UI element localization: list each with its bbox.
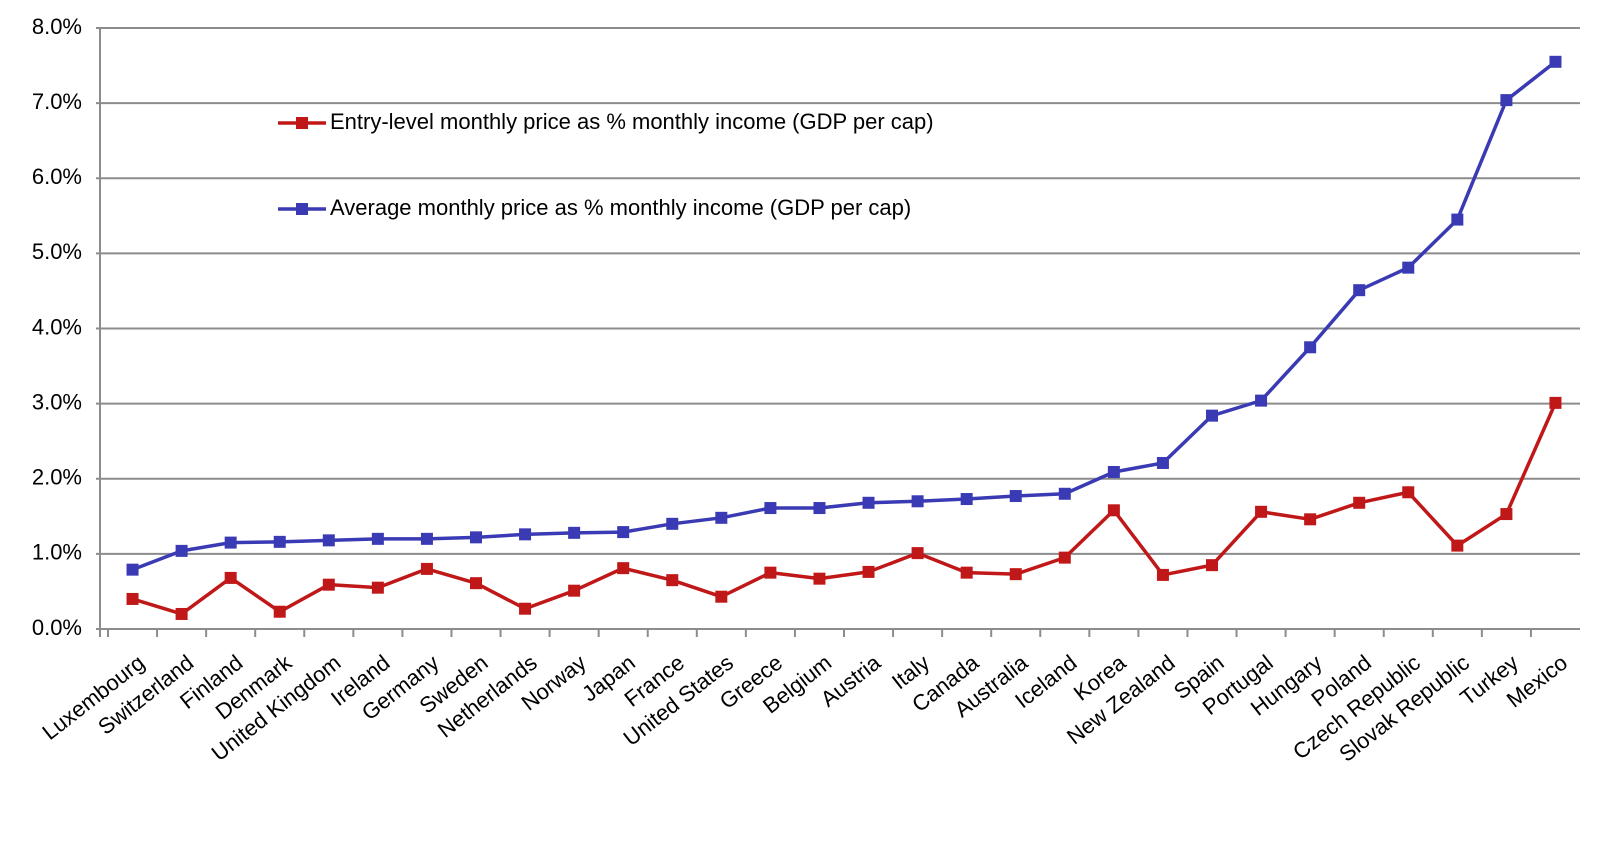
marker <box>273 535 286 548</box>
marker <box>1107 504 1120 517</box>
marker <box>1206 559 1218 572</box>
marker <box>911 547 924 560</box>
marker <box>470 531 482 544</box>
marker <box>960 566 973 579</box>
marker <box>862 565 875 578</box>
marker <box>568 526 581 539</box>
marker <box>1402 261 1415 274</box>
y-tick-label: 3.0% <box>32 389 82 414</box>
marker <box>1009 568 1022 581</box>
marker <box>813 502 826 515</box>
legend-marker <box>296 203 308 215</box>
series-line <box>131 60 1557 572</box>
y-tick-label: 4.0% <box>32 314 82 339</box>
marker <box>371 532 384 545</box>
marker <box>666 517 679 530</box>
legend-label: Average monthly price as % monthly incom… <box>330 195 911 220</box>
y-tick-label: 6.0% <box>32 164 82 189</box>
marker <box>715 511 728 524</box>
marker <box>764 566 777 579</box>
marker <box>273 605 286 618</box>
marker <box>862 496 875 509</box>
marker <box>470 577 482 590</box>
y-tick-label: 0.0% <box>32 615 82 640</box>
marker <box>175 607 188 620</box>
y-tick-label: 2.0% <box>32 465 82 490</box>
marker <box>911 495 924 508</box>
marker <box>1009 490 1022 503</box>
marker <box>764 502 777 515</box>
marker <box>1500 508 1513 521</box>
marker <box>224 536 237 549</box>
marker <box>666 574 679 587</box>
marker <box>1353 496 1366 509</box>
marker <box>617 526 630 539</box>
marker <box>1255 505 1268 518</box>
marker <box>126 563 139 576</box>
legend-marker <box>296 117 308 129</box>
marker <box>1549 55 1562 68</box>
marker <box>1402 486 1415 499</box>
marker <box>1353 284 1366 297</box>
marker <box>126 592 139 605</box>
marker <box>519 602 532 615</box>
marker <box>1451 213 1464 226</box>
marker <box>175 544 188 557</box>
marker <box>1156 456 1169 469</box>
marker <box>617 562 630 575</box>
marker <box>1206 409 1218 422</box>
marker <box>519 528 532 541</box>
marker <box>1304 341 1317 354</box>
series-line <box>132 402 1558 616</box>
marker <box>1156 568 1169 581</box>
y-tick-label: 8.0% <box>32 14 82 39</box>
marker <box>568 584 581 597</box>
marker <box>1255 394 1268 407</box>
marker <box>322 534 335 547</box>
marker <box>224 571 237 584</box>
y-tick-label: 7.0% <box>32 89 82 114</box>
marker <box>1500 94 1513 107</box>
marker <box>1107 465 1120 478</box>
marker <box>1549 396 1562 409</box>
marker <box>813 572 826 585</box>
marker <box>960 493 973 506</box>
marker <box>1058 487 1071 500</box>
marker <box>1058 551 1071 564</box>
marker <box>715 590 728 603</box>
marker <box>322 578 335 591</box>
marker <box>1304 513 1317 526</box>
marker <box>420 562 433 575</box>
marker <box>1451 539 1464 552</box>
y-tick-label: 1.0% <box>32 540 82 565</box>
y-tick-label: 5.0% <box>32 239 82 264</box>
marker <box>371 581 384 594</box>
legend-label: Entry-level monthly price as % monthly i… <box>330 109 934 134</box>
marker <box>420 532 433 545</box>
